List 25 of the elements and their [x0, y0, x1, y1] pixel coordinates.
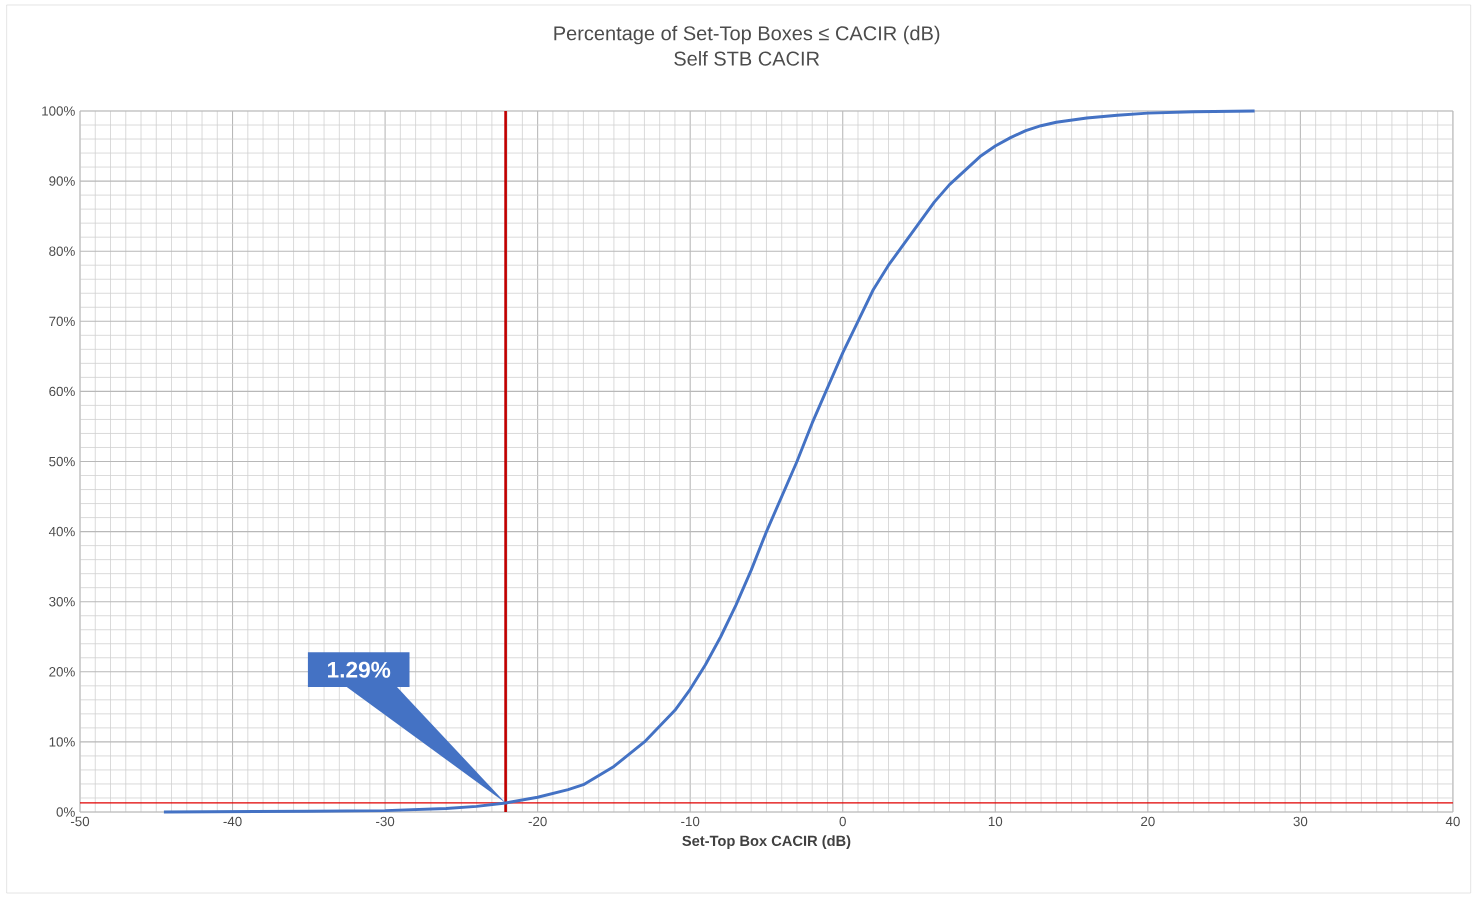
y-tick-label: 0% [56, 807, 75, 817]
y-tick-label: 50% [49, 456, 75, 467]
x-tick-label: -20 [528, 816, 547, 827]
y-tick-label: 80% [49, 246, 75, 256]
annotation: 1.29% [328, 661, 391, 678]
x-tick-label: -40 [223, 816, 242, 827]
x-tick-label: 10 [988, 816, 1003, 827]
x-axis-title: Set-Top Box CACIR (dB) [682, 835, 851, 849]
y-tick-label: 70% [49, 316, 75, 327]
x-tick-label: 40 [1445, 816, 1460, 827]
y-tick-label: 30% [49, 596, 75, 607]
x-tick-label: 0 [839, 816, 846, 827]
y-tick-label: 90% [49, 176, 75, 186]
x-tick-label: 30 [1293, 816, 1308, 827]
y-tick-label: 40% [48, 526, 75, 537]
x-tick-label: -10 [681, 816, 700, 827]
y-tick-label: 60% [49, 386, 75, 397]
chart-subtitle: Self STB CACIR [674, 51, 820, 66]
y-tick-label: 10% [49, 737, 75, 747]
x-tick-label: 20 [1141, 816, 1155, 827]
y-tick-label: 100% [42, 106, 75, 116]
x-tick-label: -30 [376, 816, 395, 827]
x-tick-label: -50 [70, 816, 90, 827]
chart-title: Percentage of Set-Top Boxes ≤ CACIR (dB) [554, 25, 940, 45]
y-tick-label: 20% [49, 667, 75, 677]
